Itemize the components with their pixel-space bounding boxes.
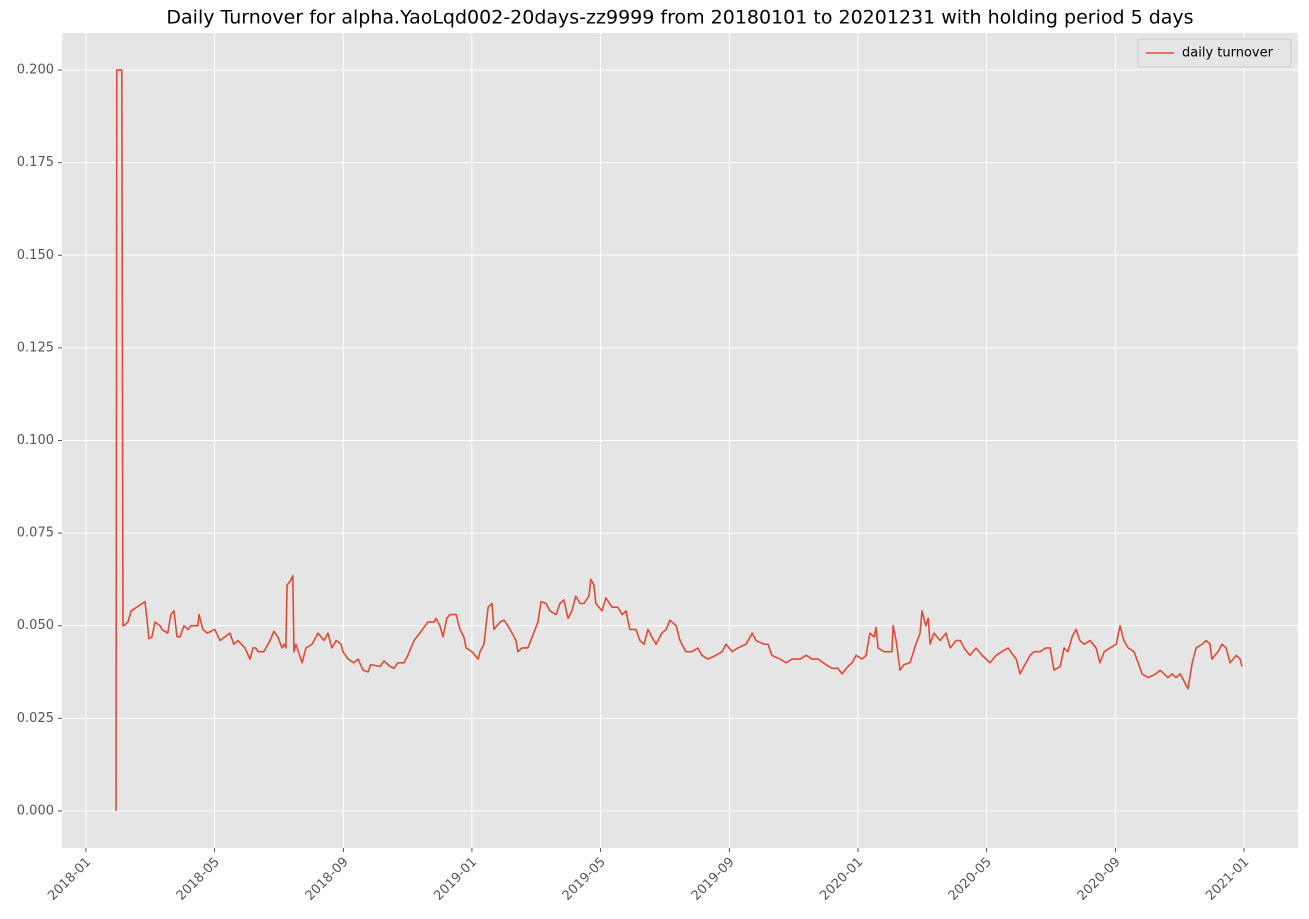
x-tick-label: 2018-05 [174,855,223,904]
y-tick-label: 0.150 [17,248,54,263]
y-tick-label: 0.175 [17,155,54,170]
x-tick-label: 2018-09 [303,855,352,904]
x-tick-label: 2019-05 [560,855,609,904]
y-tick-label: 0.025 [17,711,54,726]
y-tick-label: 0.100 [17,433,54,448]
legend-label: daily turnover [1182,46,1274,61]
y-tick-label: 0.075 [17,526,54,541]
chart-title: Daily Turnover for alpha.YaoLqd002-20day… [166,7,1193,29]
x-tick-label: 2020-09 [1075,855,1124,904]
x-tick-label: 2019-09 [689,855,738,904]
legend-box [1137,38,1292,68]
y-tick-label: 0.125 [17,340,54,355]
y-tick-label: 0.000 [17,803,54,818]
y-tick-label: 0.050 [17,618,54,633]
line [115,69,1243,811]
x-tick-label: 2020-05 [946,855,995,904]
x-tick-label: 2019-01 [431,855,480,904]
y-tick-label: 0.200 [17,63,54,78]
x-tick-label: 2021-01 [1203,855,1252,904]
x-tick-label: 2018-01 [45,855,94,904]
x-tick-label: 2020-01 [817,855,866,904]
